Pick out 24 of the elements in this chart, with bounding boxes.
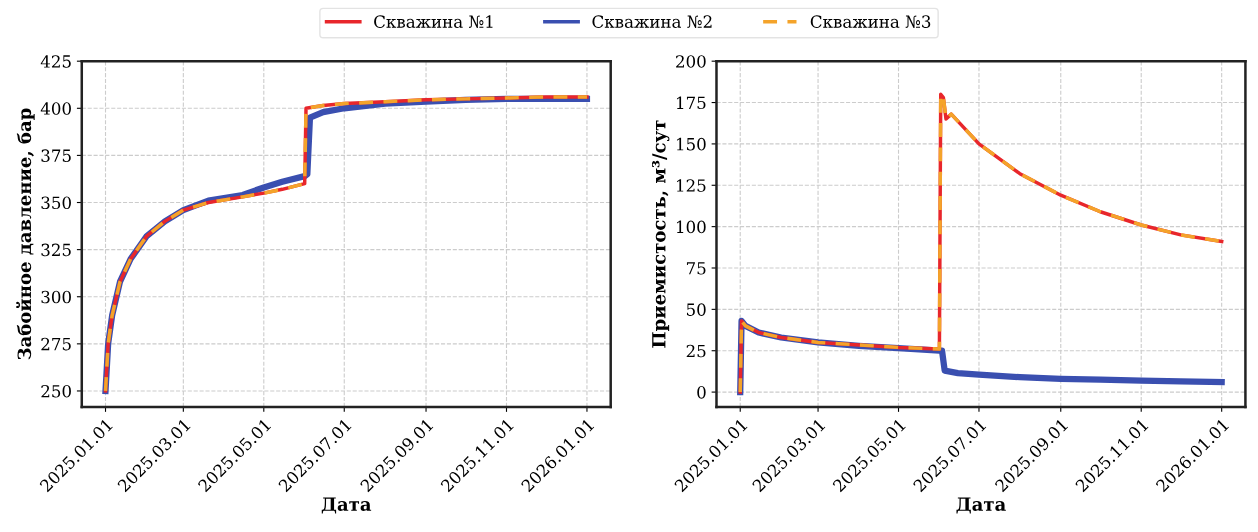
y-tick-label: 175 [676,96,706,110]
legend-label: Скважина №3 [810,15,931,28]
y-tick-label: 425 [40,55,71,68]
y-tick-label: 75 [686,262,706,275]
y-tick-label: 200 [676,55,706,68]
y-tick-label: 275 [41,337,71,351]
y-tick-label: 0 [697,386,706,399]
y-tick-label: 100 [676,220,706,234]
y-tick-label: 250 [41,384,71,398]
y-tick-label: 325 [41,243,71,257]
y-tick-label: 150 [676,137,706,151]
y-axis-title: Приемистость, м³/сут [651,120,670,348]
y-tick-label: 125 [676,179,706,192]
y-axis-title: Забойное давление, бар [16,108,35,360]
legend-label: Скважина №1 [374,15,493,28]
y-tick-label: 25 [686,344,706,358]
legend-label: Скважина №2 [592,15,712,28]
y-tick-label: 350 [41,196,71,210]
y-tick-label: 50 [686,303,706,316]
x-axis-title: Дата [956,497,1006,514]
y-tick-label: 300 [41,290,71,304]
x-axis-title: Дата [321,497,372,514]
y-tick-label: 400 [40,102,71,115]
y-tick-label: 375 [41,149,71,162]
